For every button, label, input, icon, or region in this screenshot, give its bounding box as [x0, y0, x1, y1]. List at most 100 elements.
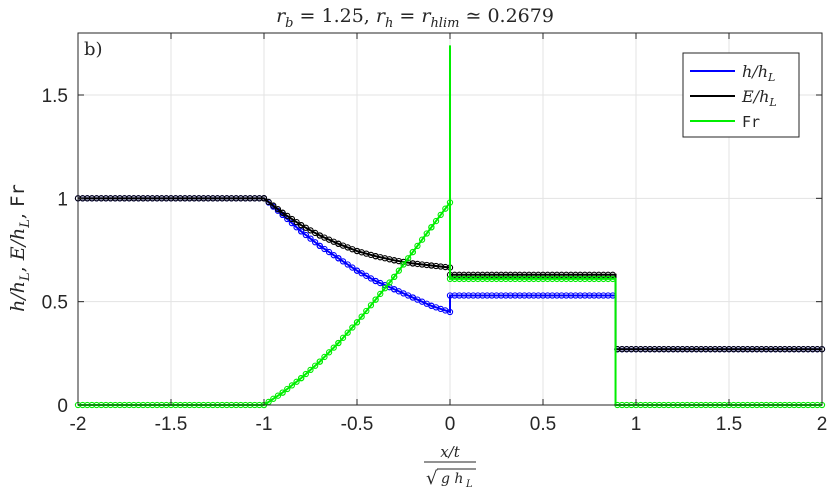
data-point-h [298, 228, 305, 235]
data-point-fr [460, 275, 468, 283]
data-point-e [702, 346, 709, 353]
data-point-h [446, 292, 454, 299]
data-point-h [567, 292, 575, 299]
data-point-e [684, 346, 691, 353]
data-point-e [795, 346, 802, 353]
data-point-fr [572, 275, 579, 283]
data-point-fr [372, 296, 379, 303]
data-point-fr [539, 275, 547, 283]
data-point-fr [437, 211, 444, 219]
data-point-e [646, 346, 654, 353]
svg-text:h/hL: h/hL [742, 62, 775, 84]
data-point-fr [270, 395, 277, 402]
data-point-e [767, 346, 774, 353]
data-point-fr [442, 205, 449, 212]
data-point-h [604, 292, 612, 299]
y-tick-label: 1.5 [42, 86, 68, 107]
data-point-e [298, 222, 305, 229]
data-point-fr [586, 275, 593, 283]
data-point-e [107, 195, 114, 202]
data-point-e [716, 346, 723, 353]
data-point-fr [553, 275, 561, 283]
data-point-fr [377, 290, 384, 298]
data-point-h [307, 235, 314, 242]
data-point-e [660, 346, 668, 353]
data-point-h [595, 292, 602, 299]
data-point-e [809, 346, 816, 353]
data-point-e [600, 271, 607, 278]
data-point-fr [581, 275, 588, 283]
data-point-fr [316, 358, 323, 365]
data-point-h [349, 264, 356, 271]
data-point-fr [563, 275, 570, 283]
y-axis-label: h/hL, E/hL, Fr [7, 184, 33, 312]
data-point-fr [404, 255, 412, 262]
series-line-fr [78, 45, 822, 406]
data-point-fr [321, 353, 328, 361]
panel-label: b) [84, 39, 103, 60]
x-tick-label: -2 [70, 414, 87, 435]
legend-entry-e: E/hL [690, 87, 777, 109]
data-point-e [674, 346, 681, 353]
data-point-e [84, 195, 91, 202]
data-point-fr [302, 370, 309, 378]
data-point-fr [595, 275, 602, 283]
data-point-e [609, 271, 616, 278]
data-point-e [539, 271, 547, 278]
svg-text:Fr: Fr [742, 113, 760, 131]
data-point-fr [335, 339, 342, 347]
y-tick-label: 0 [57, 396, 68, 417]
data-point-fr [353, 319, 361, 326]
data-point-h [558, 292, 565, 299]
data-point-e [470, 271, 477, 278]
data-point-fr [293, 378, 300, 385]
legend: h/hL E/hL Fr [682, 52, 800, 138]
chart-title: rb = 1.25, rh = rhlim ≃ 0.2679 [276, 5, 554, 31]
svg-text:√: √ [426, 468, 438, 489]
data-point-fr [493, 275, 500, 283]
data-point-fr [274, 392, 282, 399]
data-point-e [721, 346, 728, 353]
data-point-h [586, 292, 593, 299]
data-point-e [293, 218, 300, 226]
data-point-e [595, 271, 602, 278]
data-point-e [488, 271, 495, 278]
data-point-h [563, 292, 570, 299]
data-point-fr [600, 275, 607, 283]
data-point-h [353, 267, 361, 274]
data-point-fr [386, 279, 393, 286]
data-point-h [358, 270, 365, 277]
data-point-fr [451, 275, 458, 283]
data-point-fr [446, 275, 454, 283]
data-point-fr [423, 230, 430, 237]
data-point-h [330, 252, 337, 259]
data-point-h [530, 292, 537, 299]
data-point-e [256, 195, 263, 202]
data-point-e [567, 271, 575, 278]
data-point-fr [349, 324, 356, 331]
data-point-e [270, 202, 277, 209]
data-point-h [446, 308, 454, 316]
data-point-fr [511, 275, 519, 283]
data-point-e [693, 346, 700, 353]
data-point-e [758, 346, 765, 353]
data-point-h [470, 292, 477, 299]
data-point-e [642, 346, 649, 353]
data-point-fr [344, 329, 351, 336]
x-tick-label: 1 [631, 414, 642, 435]
data-point-e [279, 209, 286, 216]
data-point-e [707, 346, 714, 353]
data-point-h [325, 248, 333, 256]
x-tick-label: -1 [256, 414, 273, 435]
data-point-e [577, 271, 584, 278]
data-point-e [497, 271, 505, 278]
legend-entry-h: h/hL [690, 62, 775, 84]
data-point-fr [391, 273, 398, 281]
data-point-h [460, 292, 468, 299]
data-point-fr [395, 267, 402, 274]
data-point-e [274, 206, 282, 213]
data-point-h [591, 292, 598, 299]
data-point-h [339, 258, 347, 265]
data-point-e [725, 346, 733, 353]
data-point-e [781, 346, 788, 353]
